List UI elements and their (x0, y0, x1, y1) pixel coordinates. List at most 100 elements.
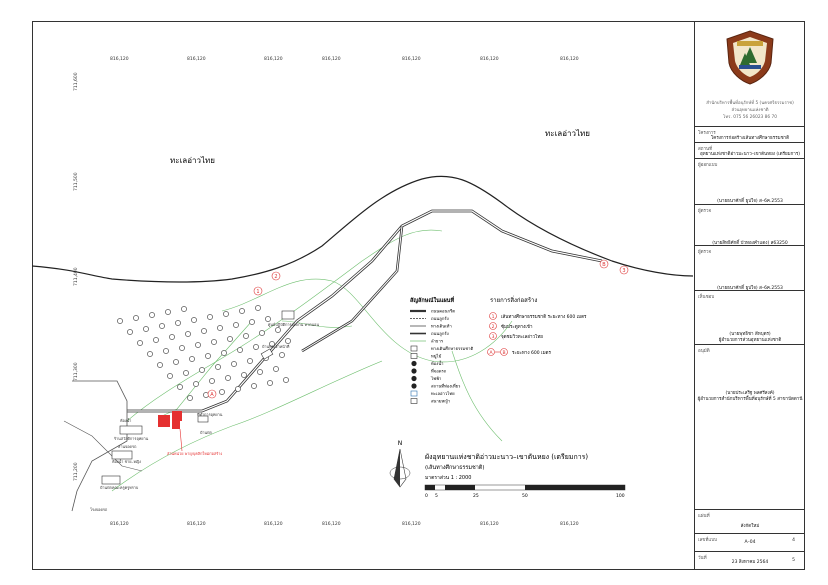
checker-row: ผู้ตรวจ (นายสิทธิศักดิ์ บัวทองคำแดง) ส63… (695, 204, 805, 246)
svg-text:บ้านพัก: บ้านพัก (200, 430, 212, 435)
tree-icon (267, 380, 273, 386)
head-row: เห็นชอบ (นายพุทธิชา สีหบุตร) ผู้อำนวยการ… (695, 290, 805, 345)
svg-text:สัญลักษณ์ในแผนที่: สัญลักษณ์ในแผนที่ (410, 296, 454, 304)
drawer-label: ผู้ออกแบบ (698, 163, 718, 168)
svg-text:816,120: 816,120 (560, 521, 579, 527)
tree-icon (201, 328, 207, 334)
building (260, 348, 274, 360)
legend-label: ไฟฟ้า (430, 375, 441, 381)
nature-trail-branch-inner (301, 225, 403, 352)
page-no: 4 (792, 538, 795, 543)
checker-value: (นายสิทธิศักดิ์ บัวทองคำแดง) ส63250 (712, 241, 788, 246)
svg-text:711,400: 711,400 (73, 267, 79, 286)
svg-text:ห้องน้ำ: ห้องน้ำ (120, 417, 131, 423)
tree-icon (221, 350, 227, 356)
tree-icon (217, 325, 223, 331)
location-value: อุทยานแห่งชาติอ่าวมะนาว–เขาตันหยง (เตรีย… (699, 152, 801, 157)
marker-2: 2 (271, 271, 281, 281)
tree-icon (157, 362, 163, 368)
tree-icon (165, 309, 171, 315)
north-arrow-icon: N (389, 440, 411, 488)
tree-icon (183, 370, 189, 376)
sheet-label: แผ่นที่ (698, 514, 710, 519)
svg-text:บ้านพักเจ้าหน้าที่: บ้านพักเจ้าหน้าที่ (262, 344, 290, 349)
location-row: สถานที่ อุทยานแห่งชาติอ่าวมะนาว–เขาตันหย… (695, 142, 805, 159)
tree-icon (283, 377, 289, 383)
tree-icon (137, 340, 143, 346)
tree-icon (223, 311, 229, 317)
tree-icon (251, 383, 257, 389)
contour-line (111, 360, 383, 492)
building (119, 425, 143, 435)
svg-text:A: A (210, 392, 214, 398)
tree-icon (147, 351, 153, 357)
marker-1: 1 (253, 286, 263, 296)
tree-icon (191, 317, 197, 323)
svg-text:816,120: 816,120 (264, 521, 283, 527)
date-row: วันที่ 23 สิงหาคม 2564 5 (695, 551, 805, 570)
red-leader (179, 428, 183, 452)
org-line-3: โทร. 075 56 26023 86 70 (723, 115, 777, 120)
map-subtitle: (เส้นทางศึกษาธรรมชาติ) (425, 464, 485, 471)
svg-text:711,600: 711,600 (73, 72, 79, 91)
svg-text:2: 2 (274, 274, 277, 280)
legend-label: ทางเดินเท้า (431, 324, 452, 329)
svg-text:25: 25 (473, 493, 479, 499)
legend-label: ทางเดินศึกษาธรรมชาติ (431, 346, 473, 351)
sheet-row: แผ่นที่ สังกัดใหม่ (695, 509, 805, 534)
date-value: 23 สิงหาคม 2564 (731, 560, 769, 565)
svg-text:1: 1 (492, 314, 495, 320)
nature-trail (127, 209, 603, 413)
legend-label: สนามหญ้า (431, 399, 450, 404)
tree-icon (239, 308, 245, 314)
legend-label: หมู่ไม้ (431, 353, 442, 360)
building (281, 310, 295, 320)
head-value-2: ผู้อำนวยการส่วนอุทยานแห่งชาติ (718, 338, 782, 343)
marker-B: B (599, 259, 609, 269)
sea-label-right: ทะเลอ่าวไทย (545, 129, 590, 138)
grid-labels-bottom: 816,120 816,120 816,120 816,120 816,120 … (110, 521, 579, 527)
tree-icon (175, 320, 181, 326)
scale-bar: 0 5 25 50 100 (424, 484, 626, 499)
svg-text:จุดชมวิวทะเลอ่าวไทย: จุดชมวิวทะเลอ่าวไทย (501, 334, 543, 340)
svg-text:ศูนย์ปฏิบัติการอุทยาน หาดนอน: ศูนย์ปฏิบัติการอุทยาน หาดนอน (268, 322, 319, 328)
legend-label: สถานที่ท่องเที่ยว (431, 383, 461, 389)
org-line-1: สำนักบริหารพื้นที่อนุรักษ์ที่ 5 (นครศรีธ… (706, 101, 794, 106)
building (101, 475, 121, 485)
coastline (31, 175, 694, 283)
svg-text:816,120: 816,120 (402, 56, 421, 62)
tree-icon (209, 378, 215, 384)
director-label: อนุมัติ (698, 349, 710, 354)
checker-label: ผู้ตรวจ (698, 209, 712, 214)
drawing-no-label: เลขที่แบบ (698, 538, 717, 543)
legend-label: ถนนลูกรัง (431, 316, 449, 322)
red-building (158, 415, 170, 427)
tree-icon (269, 341, 275, 347)
shore-area (63, 420, 143, 472)
tree-icon (215, 364, 221, 370)
drawing-no-value: A–04 (744, 540, 756, 545)
build-item-1: 1 เส้นทางศึกษาธรรมชาติ ระยะทาง 600 เมตร (489, 312, 587, 320)
svg-text:816,120: 816,120 (402, 521, 421, 527)
svg-text:816,120: 816,120 (187, 521, 206, 527)
page-total: 5 (792, 558, 795, 563)
drawer-row: ผู้ออกแบบ (นายธนาศักดิ์ ธูปใจ) ส–6ค.2553 (695, 158, 805, 205)
tree-icon (279, 352, 285, 358)
drawer-value: (นายธนาศักดิ์ ธูปใจ) ส–6ค.2553 (717, 199, 783, 204)
svg-text:ลานจอดรถ: ลานจอดรถ (118, 444, 137, 449)
legend-label: ที่จอดรถ (431, 368, 447, 374)
tree-icon (253, 344, 259, 350)
svg-text:816,120: 816,120 (264, 56, 283, 62)
svg-text:816,120: 816,120 (110, 521, 129, 527)
svg-text:816,120: 816,120 (322, 521, 341, 527)
tree-icon (257, 369, 263, 375)
building (197, 415, 209, 423)
tree-icon (241, 372, 247, 378)
shore-area (71, 380, 128, 512)
tree-icon (249, 319, 255, 325)
legend-symbol (411, 360, 417, 367)
svg-text:3: 3 (622, 268, 625, 274)
tree-icon (237, 347, 243, 353)
nature-trail-inner (127, 210, 603, 412)
legend: สัญลักษณ์ในแผนที่ ถนนคอนกรีตถนนลูกรังทาง… (410, 296, 473, 404)
